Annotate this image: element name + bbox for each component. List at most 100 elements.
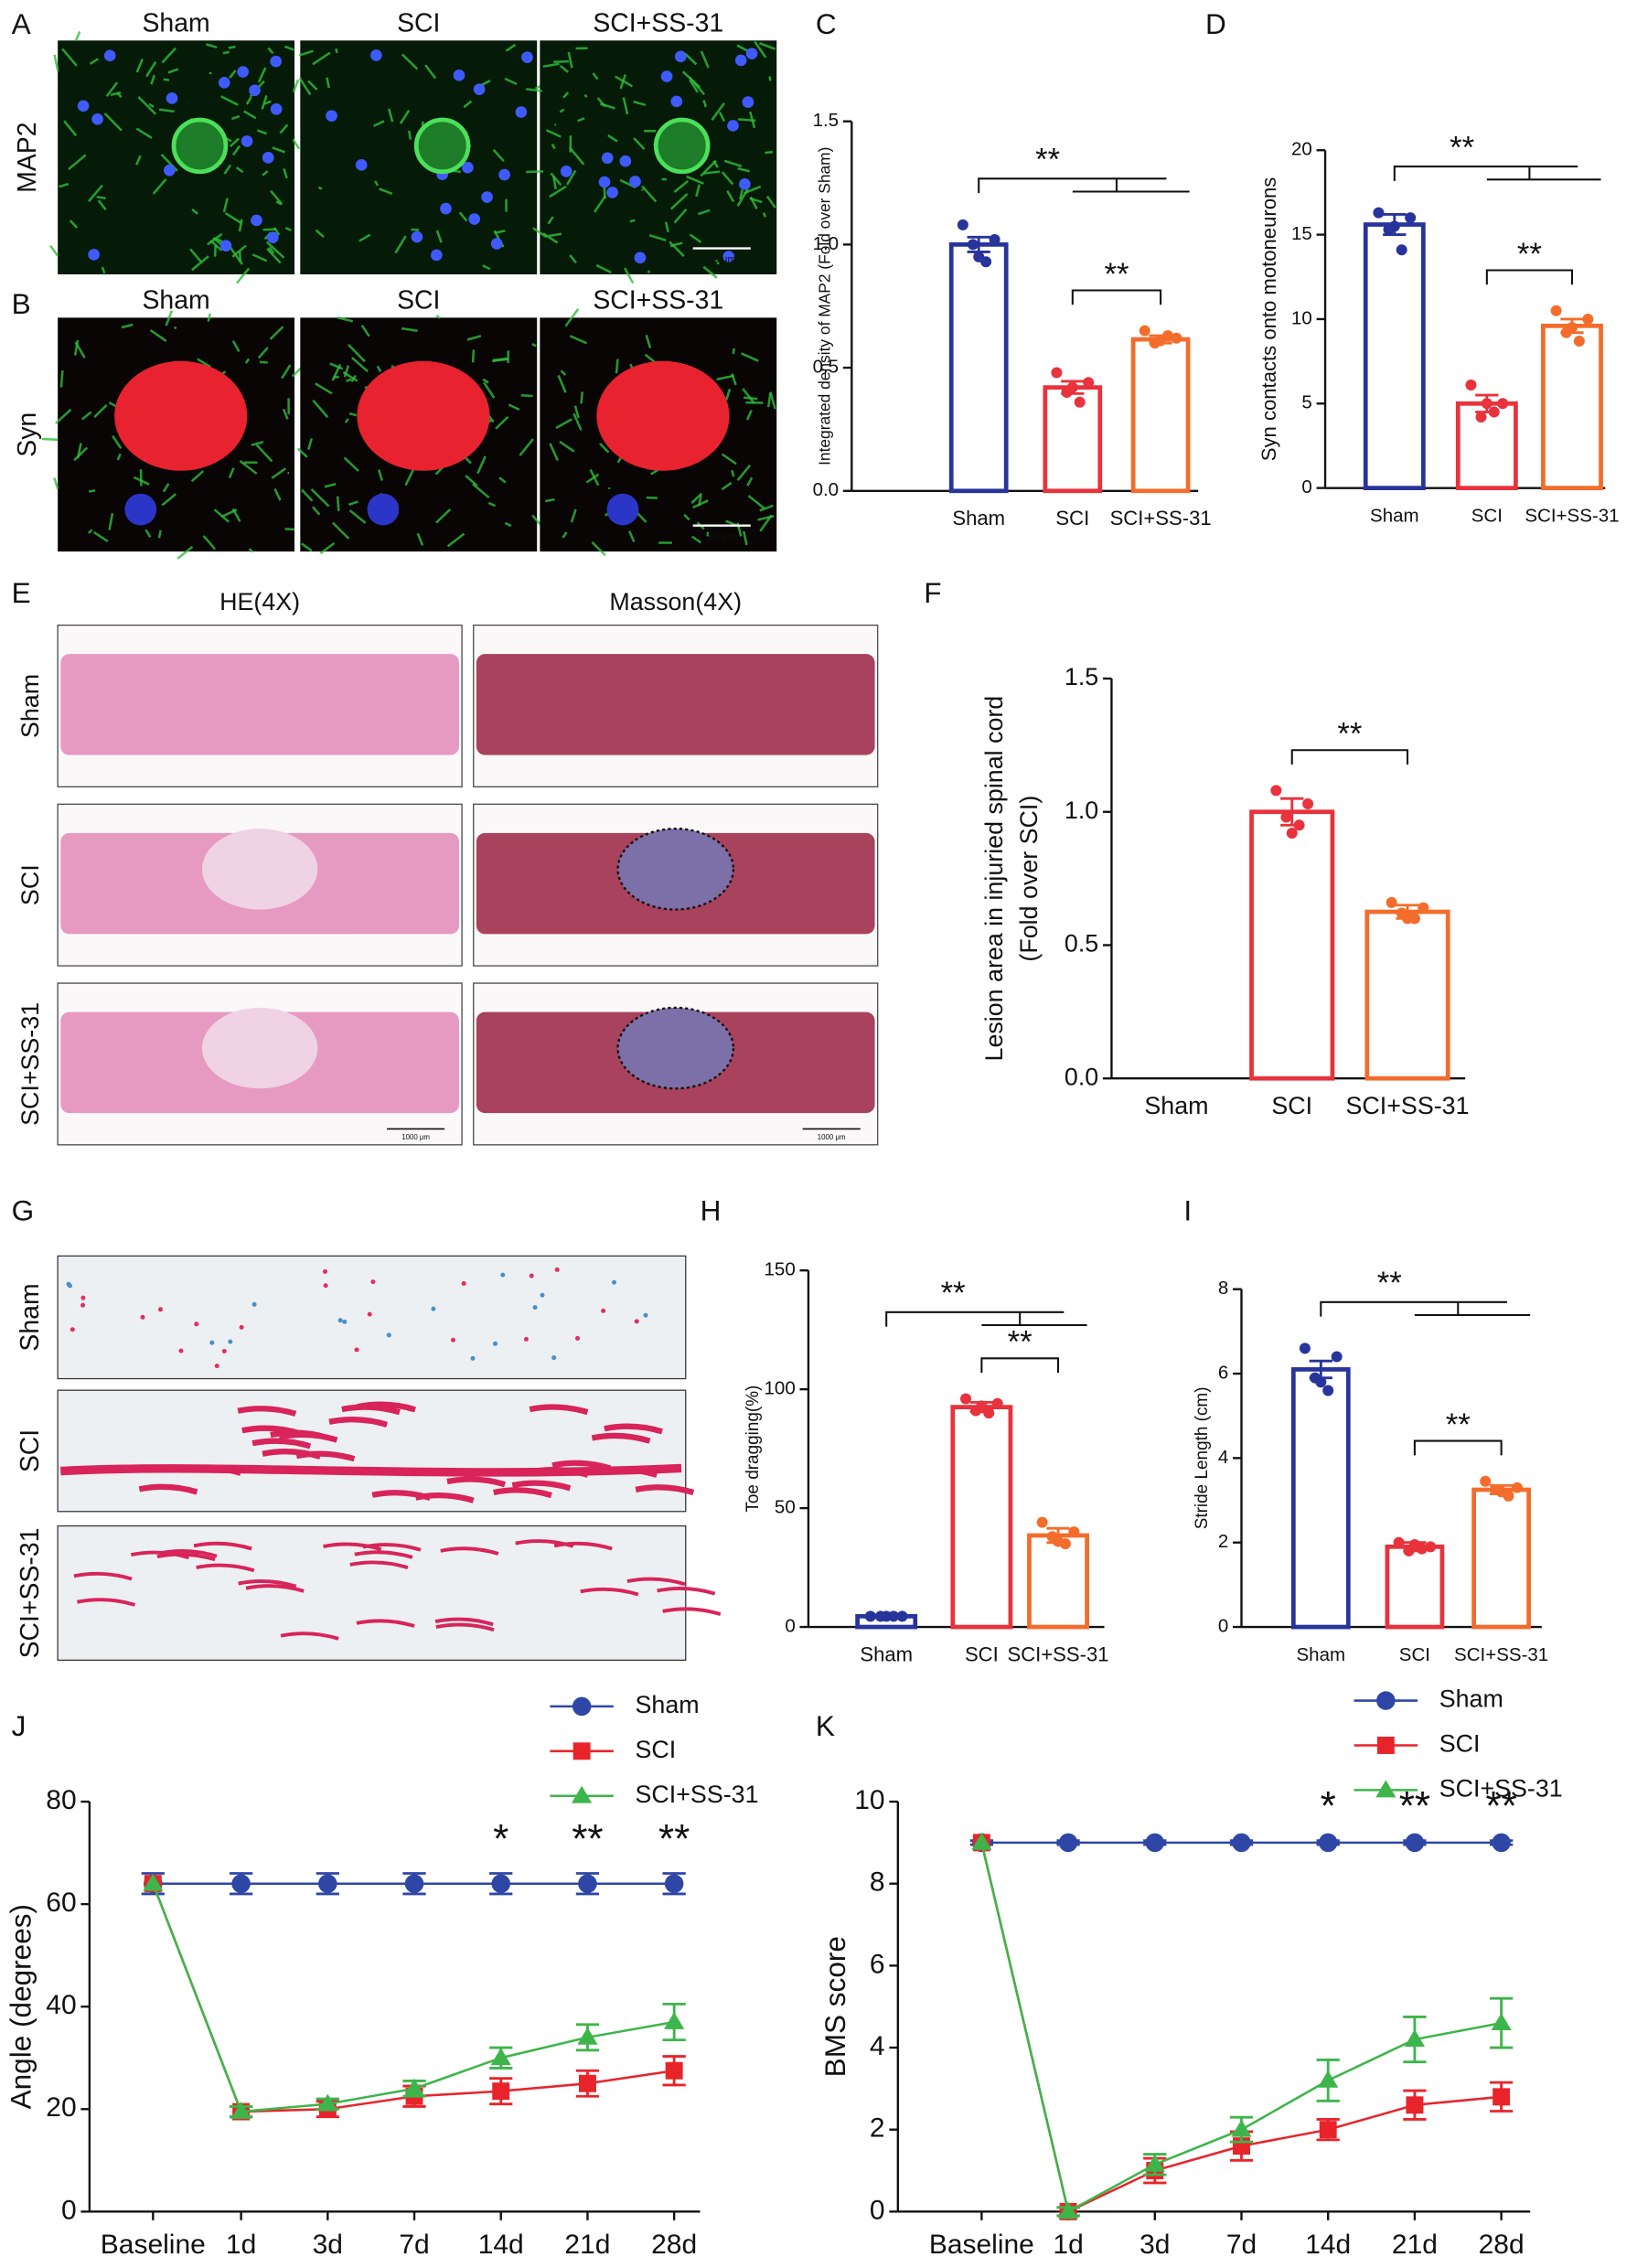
drag-mark	[196, 1563, 255, 1573]
fiber	[689, 233, 702, 243]
fiber	[562, 91, 570, 99]
marker	[577, 2027, 598, 2045]
fiber	[97, 199, 107, 210]
fiber	[416, 532, 424, 546]
fiber	[69, 219, 79, 230]
fiber	[569, 146, 585, 166]
significance-bracket	[978, 177, 1190, 194]
fiber	[337, 316, 354, 323]
fiber	[231, 340, 241, 353]
panel-letter: G	[12, 1193, 35, 1226]
y-tick-label: 1.0	[1065, 797, 1098, 824]
fiber	[189, 248, 202, 262]
fiber	[255, 444, 273, 463]
y-axis-label: (Fold over SCI)	[1015, 796, 1043, 962]
fiber	[319, 541, 336, 555]
fiber	[648, 233, 667, 242]
fiber	[88, 489, 96, 493]
fiber	[553, 123, 557, 126]
fiber	[92, 530, 109, 543]
nucleus	[606, 187, 618, 198]
fiber	[224, 211, 242, 224]
significance-label: **	[1008, 1325, 1032, 1360]
marker	[231, 1874, 251, 1893]
fiber	[202, 535, 217, 551]
y-tick-label: 0	[61, 2195, 77, 2225]
fiber	[197, 358, 212, 369]
x-tick-label: 3d	[313, 2230, 343, 2260]
x-tick-label: Sham	[1297, 1644, 1346, 1665]
marker	[490, 2048, 511, 2066]
nucleus	[77, 100, 90, 112]
print	[461, 1280, 466, 1286]
drag-mark	[626, 1577, 686, 1587]
fiber	[711, 102, 725, 122]
bar	[1385, 1544, 1445, 1630]
fiber	[607, 134, 618, 143]
bar	[1249, 809, 1335, 1081]
data-point	[1511, 1482, 1523, 1493]
y-axis-label: Syn contacts onto motoneurons	[1257, 177, 1280, 462]
fiber	[89, 58, 99, 65]
print	[221, 1348, 227, 1354]
scale-bar-label: 1000 μm	[818, 1133, 846, 1141]
y-tick-label: 6	[1218, 1362, 1228, 1383]
fiber	[565, 169, 577, 186]
fiber	[105, 81, 119, 97]
legend-label: Sham	[1439, 1685, 1503, 1713]
data-point	[1083, 377, 1095, 389]
marker	[492, 2082, 510, 2101]
y-tick-label: 0.5	[1065, 930, 1098, 957]
x-tick-label: 1d	[226, 2230, 256, 2260]
marker	[143, 1873, 164, 1891]
fiber	[700, 159, 717, 177]
fiber	[719, 112, 726, 123]
fiber	[465, 475, 478, 487]
row-label: MAP2	[13, 122, 42, 192]
error-bar	[1149, 334, 1172, 345]
x-tick-label: SCI+SS-31	[1454, 1644, 1548, 1665]
fiber	[550, 172, 562, 187]
y-tick-label: 5	[1301, 392, 1311, 413]
fiber	[93, 403, 108, 419]
fiber	[351, 357, 369, 373]
print	[492, 1341, 498, 1346]
y-tick-label: 0	[1218, 1615, 1228, 1636]
data-point	[1425, 1541, 1437, 1553]
fiber	[549, 443, 559, 461]
fiber	[144, 529, 152, 538]
data-point	[1373, 207, 1385, 219]
significance-bracket	[1320, 1300, 1531, 1317]
significance-label: **	[941, 1276, 966, 1311]
x-tick-label: SCI	[1399, 1644, 1430, 1665]
fiber	[331, 521, 350, 540]
data-point	[1302, 797, 1314, 809]
nucleus	[267, 231, 279, 244]
fiber	[472, 483, 490, 499]
y-tick-label: 10	[1291, 307, 1312, 328]
fiber	[329, 362, 344, 370]
marker	[318, 1874, 337, 1893]
fiber	[88, 529, 93, 534]
x-tick-label: SCI+SS-31	[1110, 507, 1212, 530]
column-header: Sham	[142, 8, 209, 37]
marker	[1232, 1833, 1251, 1853]
fiber	[492, 358, 508, 363]
panel-letter: I	[1183, 1193, 1192, 1226]
y-tick-label: 0.0	[813, 479, 840, 500]
nucleus	[370, 49, 382, 61]
nucleus	[262, 152, 274, 164]
error-bar	[1309, 1359, 1332, 1380]
fiber	[592, 72, 599, 80]
y-axis-label: Stride Length (cm)	[1193, 1386, 1212, 1529]
drag-mark	[245, 1584, 305, 1593]
significance-label: *	[1321, 1784, 1336, 1829]
x-tick-label: Sham	[952, 507, 1005, 530]
legend-label: SCI+SS-31	[1439, 1775, 1563, 1803]
tissue-section	[57, 803, 463, 967]
fiber	[162, 483, 170, 493]
fiber	[669, 241, 685, 258]
column-header: SCI+SS-31	[593, 286, 723, 316]
legend-label: SCI	[636, 1736, 677, 1763]
nucleus	[103, 49, 116, 62]
